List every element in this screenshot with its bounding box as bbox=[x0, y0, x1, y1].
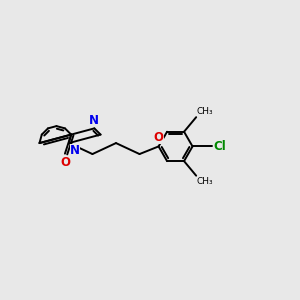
Text: Cl: Cl bbox=[214, 140, 226, 153]
Text: O: O bbox=[61, 156, 70, 169]
Text: CH₃: CH₃ bbox=[197, 177, 214, 186]
Text: N: N bbox=[70, 145, 80, 158]
Text: N: N bbox=[89, 114, 99, 127]
Text: O: O bbox=[154, 131, 164, 144]
Text: CH₃: CH₃ bbox=[197, 107, 214, 116]
